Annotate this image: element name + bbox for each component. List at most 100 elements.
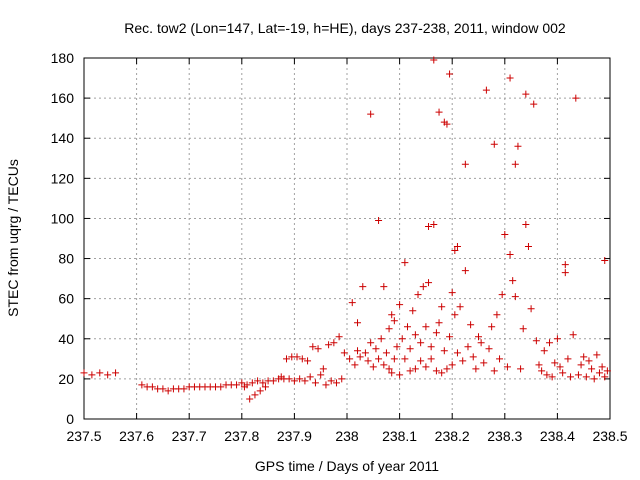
data-point <box>375 355 383 363</box>
data-point <box>372 345 380 353</box>
data-point <box>377 335 385 343</box>
data-point <box>440 347 448 355</box>
data-point <box>309 343 317 351</box>
data-point <box>540 347 548 355</box>
data-point <box>501 230 509 238</box>
x-tick-label: 238.2 <box>435 428 470 444</box>
data-point <box>327 377 335 385</box>
data-point <box>417 339 425 347</box>
data-point <box>561 269 569 277</box>
data-point <box>438 303 446 311</box>
data-point <box>351 361 359 369</box>
data-point <box>535 361 543 369</box>
data-point <box>401 355 409 363</box>
data-point <box>517 365 525 373</box>
x-tick-label: 238 <box>335 428 359 444</box>
data-point <box>538 367 546 375</box>
data-point <box>546 339 554 347</box>
x-axis-label: GPS time / Days of year 2011 <box>255 458 439 474</box>
data-point <box>159 385 167 393</box>
data-point <box>330 339 338 347</box>
data-point <box>217 383 225 391</box>
data-point <box>553 335 561 343</box>
data-point <box>354 347 362 355</box>
axis-ticks: 237.5 237.6 237.7 237.8 237.9 238 238.1 238.2 23… <box>51 50 628 444</box>
data-point <box>556 363 564 371</box>
data-point <box>411 331 419 339</box>
data-point <box>380 361 388 369</box>
data-point <box>559 369 567 377</box>
data-point <box>233 381 241 389</box>
data-point <box>448 361 456 369</box>
data-point <box>248 379 256 387</box>
data-point <box>406 367 414 375</box>
grid-lines <box>84 58 610 419</box>
data-point <box>396 301 404 309</box>
data-point <box>425 279 433 287</box>
data-point <box>451 247 459 255</box>
data-point <box>367 339 375 347</box>
data-point <box>522 220 530 228</box>
data-point <box>451 311 459 319</box>
data-point <box>482 86 490 94</box>
data-point <box>356 353 364 361</box>
data-point <box>254 377 262 385</box>
data-point <box>296 375 304 383</box>
x-tick-label: 237.7 <box>172 428 207 444</box>
data-point <box>285 375 293 383</box>
data-point <box>532 337 540 345</box>
data-point <box>435 319 443 327</box>
data-point <box>490 140 498 148</box>
data-point <box>96 369 104 377</box>
data-point <box>261 383 269 391</box>
data-point <box>164 387 172 395</box>
data-point <box>401 259 409 267</box>
data-point <box>443 120 451 128</box>
data-point <box>582 373 590 381</box>
x-tick-label: 238.1 <box>382 428 417 444</box>
data-point <box>443 365 451 373</box>
data-point <box>340 349 348 357</box>
data-point <box>359 283 367 291</box>
x-tick-label: 238.5 <box>592 428 627 444</box>
data-point <box>524 243 532 251</box>
data-point <box>488 323 496 331</box>
data-point <box>569 331 577 339</box>
data-point <box>561 261 569 269</box>
data-point <box>456 303 464 311</box>
data-point <box>346 355 354 363</box>
data-point <box>259 379 267 387</box>
data-point <box>375 216 383 224</box>
data-point <box>422 363 430 371</box>
data-point <box>361 349 369 357</box>
data-point <box>453 243 461 251</box>
data-point <box>459 357 467 365</box>
data-point <box>475 333 482 341</box>
data-point <box>572 94 580 102</box>
data-point <box>588 365 596 373</box>
data-point <box>448 289 456 297</box>
data-point <box>301 377 309 385</box>
data-point <box>551 359 559 367</box>
x-tick-label: 237.9 <box>277 428 312 444</box>
data-point <box>503 363 511 371</box>
data-point <box>427 343 435 351</box>
data-point <box>409 307 417 315</box>
data-point <box>385 325 393 333</box>
data-point <box>419 283 427 291</box>
data-point <box>317 371 325 379</box>
data-point <box>311 379 319 387</box>
data-point <box>411 365 419 373</box>
data-point <box>269 377 277 385</box>
x-tick-label: 237.5 <box>66 428 101 444</box>
data-point <box>396 371 404 379</box>
data-point <box>511 293 519 301</box>
data-point <box>322 381 330 389</box>
data-point <box>453 349 461 357</box>
data-point <box>432 367 440 375</box>
data-point <box>427 355 435 363</box>
data-point <box>522 90 530 98</box>
data-point <box>548 373 556 381</box>
data-point <box>598 363 606 371</box>
data-point <box>148 383 156 391</box>
